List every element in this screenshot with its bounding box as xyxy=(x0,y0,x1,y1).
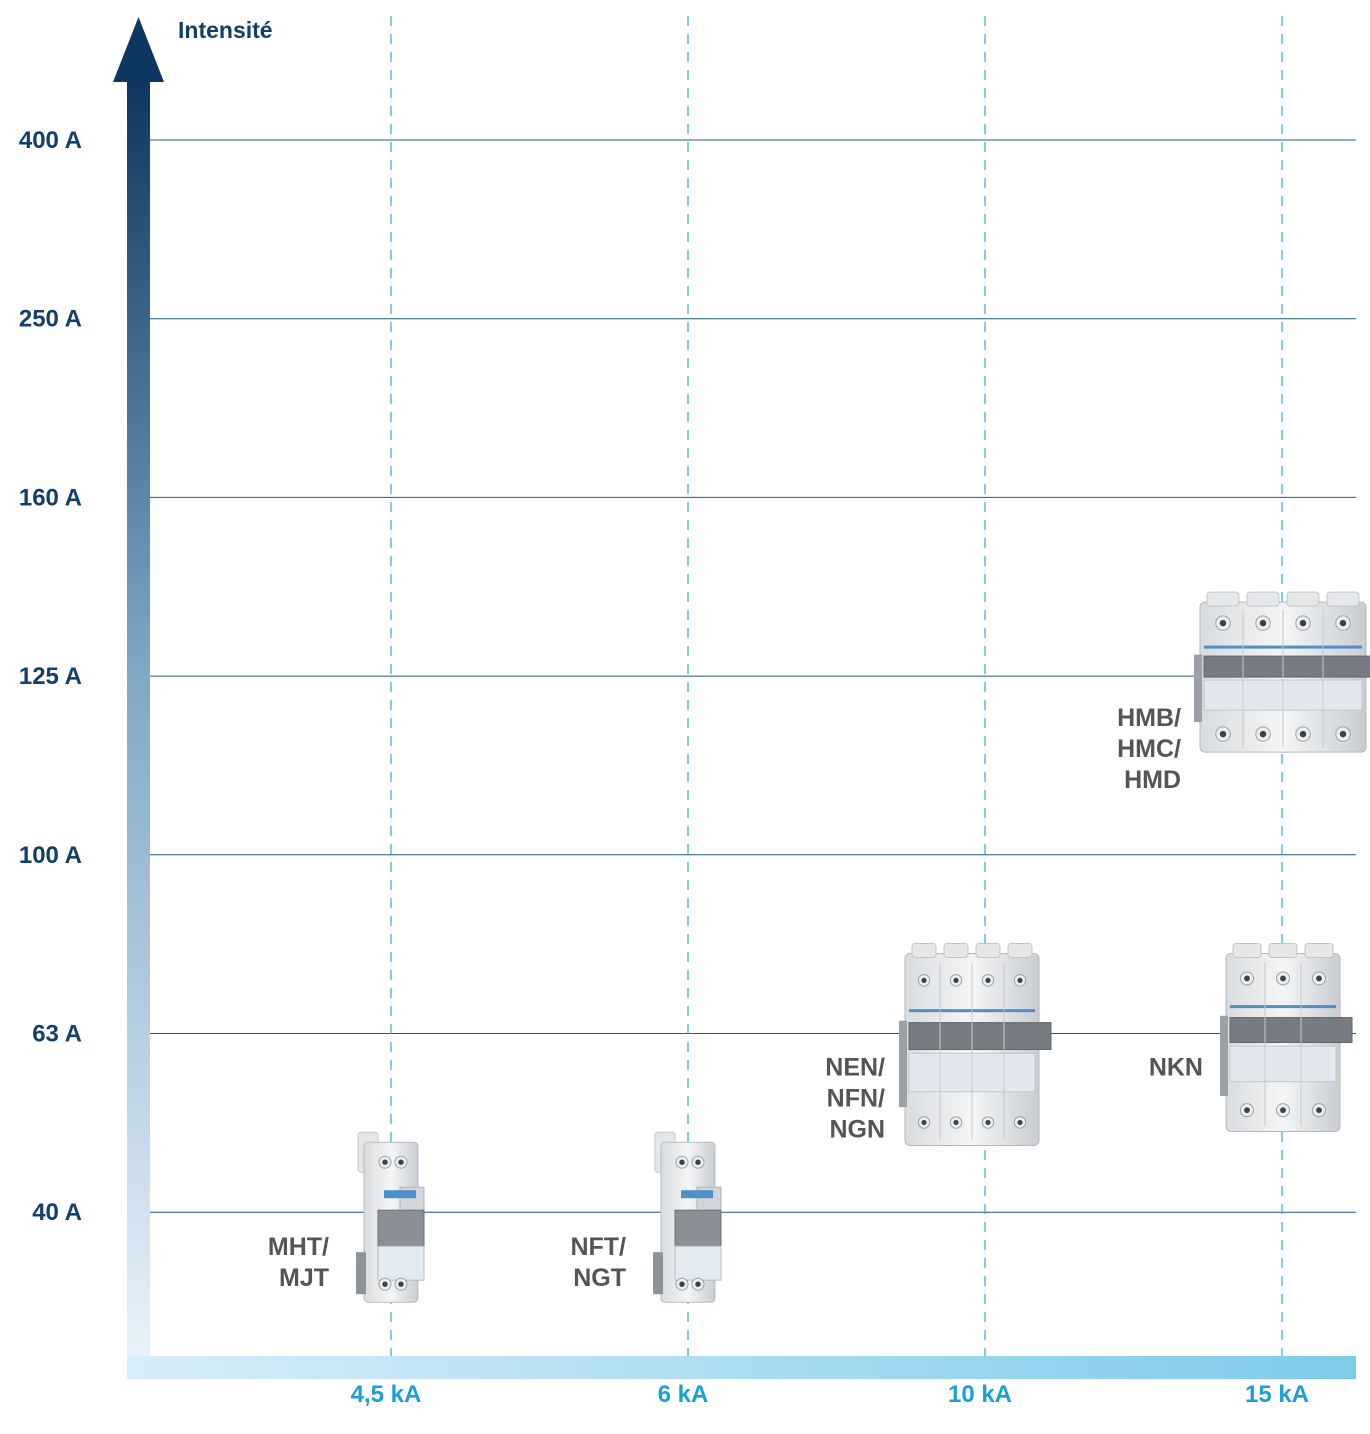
device-top-clip xyxy=(1304,943,1334,958)
device-rail-clip xyxy=(899,1020,907,1108)
screw-head xyxy=(1299,730,1307,738)
screw-head xyxy=(1339,730,1347,738)
screw-head xyxy=(1339,619,1347,627)
screw-head xyxy=(921,977,927,983)
product-label-line: HMC/ xyxy=(1117,735,1181,763)
device-top-clip xyxy=(1286,591,1320,607)
product-label: NKN xyxy=(1149,1054,1203,1082)
device-top-clip xyxy=(975,943,1001,958)
device-toggle-bar xyxy=(1229,1017,1353,1044)
device-toggle xyxy=(377,1209,425,1247)
y-axis-arrow xyxy=(113,17,164,82)
product-label-line: HMB/ xyxy=(1117,704,1181,732)
grid-layer xyxy=(150,16,1356,1356)
breaker-4p-large xyxy=(1194,591,1370,753)
y-axis-title: Intensité xyxy=(178,17,273,43)
screw-head xyxy=(1259,619,1267,627)
device-rail-clip xyxy=(1194,654,1202,723)
product-label-line: NEN/ xyxy=(825,1054,885,1082)
devices-layer xyxy=(356,591,1370,1303)
screw-head xyxy=(985,977,991,983)
breaker-1pn xyxy=(653,1131,722,1303)
x-axis-bar xyxy=(127,1356,1356,1379)
x-tick-label: 6 kA xyxy=(658,1381,709,1408)
y-tick-label: 63 A xyxy=(32,1021,82,1048)
device-brand-strip xyxy=(681,1190,713,1199)
product-label-line: NGT xyxy=(573,1264,626,1292)
screw-head xyxy=(1017,977,1023,983)
product-label: MHT/MJT xyxy=(268,1233,329,1292)
screw-head xyxy=(1316,1107,1322,1114)
screw-head xyxy=(1244,1107,1250,1114)
screw-head xyxy=(1280,975,1286,982)
product-label-line: HMD xyxy=(1124,766,1181,794)
product-label-line: MHT/ xyxy=(268,1233,329,1261)
breaker-1pn xyxy=(356,1131,425,1303)
screw-head xyxy=(679,1159,685,1165)
device-window xyxy=(1229,1045,1337,1083)
device-top-clip xyxy=(1326,591,1360,607)
screw-head xyxy=(985,1119,991,1126)
screw-head xyxy=(1017,1119,1023,1126)
screw-head xyxy=(1259,730,1267,738)
product-label-line: NFT/ xyxy=(570,1233,626,1261)
screw-head xyxy=(953,977,959,983)
product-label-line: NKN xyxy=(1149,1054,1203,1082)
y-axis-bar xyxy=(127,82,150,1379)
screw-head xyxy=(953,1119,959,1126)
product-label: NEN/NFN/NGN xyxy=(825,1054,885,1144)
device-top-clip xyxy=(1232,943,1262,958)
screw-head xyxy=(1244,975,1250,982)
screw-head xyxy=(398,1159,404,1165)
y-tick-label: 40 A xyxy=(32,1199,82,1226)
y-tick-label: 160 A xyxy=(19,484,82,511)
x-tick-label: 10 kA xyxy=(948,1381,1012,1408)
screw-head xyxy=(679,1281,685,1287)
y-tick-label: 400 A xyxy=(19,127,82,154)
device-brand-strip xyxy=(1230,1005,1336,1009)
product-label-line: NFN/ xyxy=(827,1085,885,1113)
x-tick-label: 15 kA xyxy=(1245,1381,1309,1408)
y-tick-label: 250 A xyxy=(19,306,82,333)
y-tick-label: 100 A xyxy=(19,842,82,869)
device-rail-clip xyxy=(356,1252,366,1295)
device-toggle xyxy=(674,1209,722,1247)
breaker-4p xyxy=(899,943,1052,1146)
device-top-clip xyxy=(911,943,937,958)
screw-head xyxy=(1316,975,1322,982)
device-top-clip xyxy=(1268,943,1298,958)
device-toggle-bar xyxy=(1203,655,1370,678)
device-rail-clip xyxy=(1220,1015,1228,1096)
device-toggle-bar xyxy=(908,1022,1052,1050)
device-top-clip xyxy=(1246,591,1280,607)
device-window xyxy=(377,1245,425,1281)
product-label-line: NGN xyxy=(829,1116,885,1144)
device-rail-clip xyxy=(653,1252,663,1295)
screw-head xyxy=(1219,619,1227,627)
device-top-clip xyxy=(1007,943,1033,958)
screw-head xyxy=(382,1281,388,1287)
screw-head xyxy=(398,1281,404,1287)
screw-head xyxy=(921,1119,927,1126)
screw-head xyxy=(1299,619,1307,627)
axes-layer xyxy=(113,17,1356,1379)
device-window xyxy=(674,1245,722,1281)
screw-head xyxy=(382,1159,388,1165)
product-label: NFT/NGT xyxy=(570,1233,626,1292)
breaker-3p xyxy=(1220,943,1353,1132)
screw-head xyxy=(695,1159,701,1165)
screw-head xyxy=(1219,730,1227,738)
device-brand-strip xyxy=(384,1190,416,1199)
product-label: HMB/HMC/HMD xyxy=(1117,704,1181,794)
product-label-line: MJT xyxy=(279,1264,329,1292)
screw-head xyxy=(1280,1107,1286,1114)
device-top-clip xyxy=(943,943,969,958)
device-top-clip xyxy=(1206,591,1240,607)
x-tick-label: 4,5 kA xyxy=(351,1381,422,1408)
screw-head xyxy=(695,1281,701,1287)
y-tick-label: 125 A xyxy=(19,663,82,690)
labels-layer: 40 A 63 A 100 A 125 A 160 A 250 A 400 A 4,5 kA 6… xyxy=(19,17,1309,1408)
